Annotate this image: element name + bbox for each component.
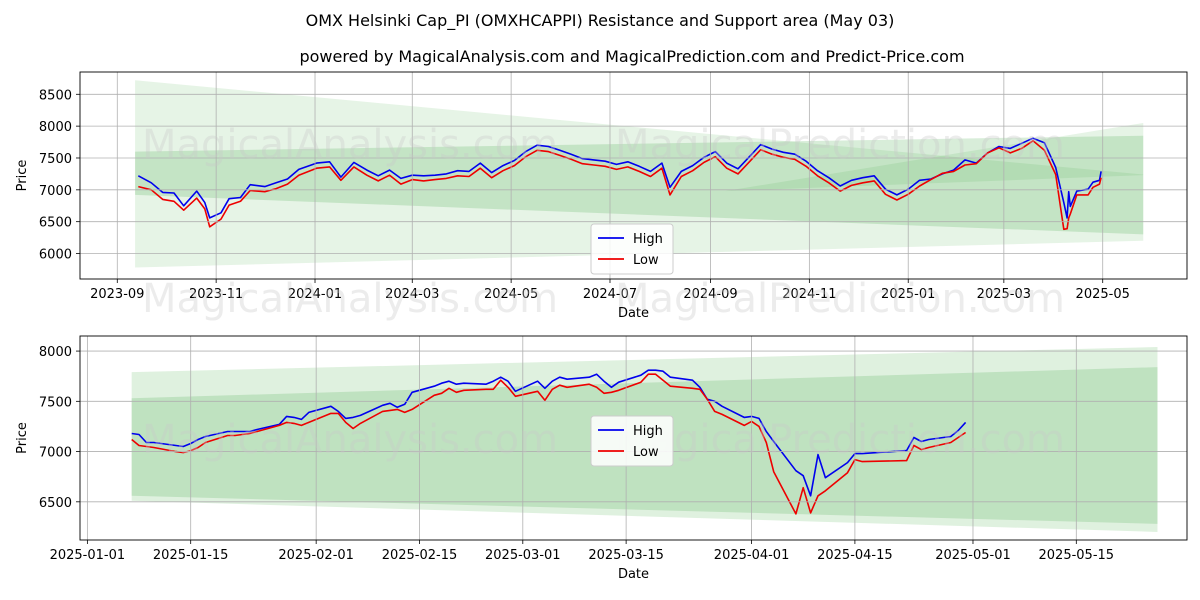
legend-label-high: High bbox=[633, 424, 663, 439]
chart-subtitle: powered by MagicalAnalysis.com and Magic… bbox=[299, 47, 964, 66]
x-tick-label: 2024-05 bbox=[484, 287, 538, 302]
legend-label-low: Low bbox=[633, 445, 659, 460]
x-tick-label: 2025-03-15 bbox=[588, 548, 664, 563]
y-tick-label: 7500 bbox=[39, 395, 72, 410]
x-tick-label: 2023-11 bbox=[189, 287, 243, 302]
y-tick-label: 7000 bbox=[39, 184, 72, 199]
watermark-left: MagicalAnalysis.com bbox=[142, 122, 558, 168]
x-tick-label: 2025-04-01 bbox=[714, 548, 790, 563]
plot-area bbox=[135, 80, 1144, 268]
x-axis-label: Date bbox=[618, 567, 649, 582]
y-tick-label: 8500 bbox=[39, 88, 72, 103]
watermark-left-lower: MagicalAnalysis.com bbox=[142, 276, 558, 322]
y-axis-label: Price bbox=[15, 160, 30, 192]
x-tick-label: 2025-03-01 bbox=[485, 548, 561, 563]
axes-frame bbox=[79, 71, 1188, 280]
x-tick-label: 2025-05 bbox=[1076, 287, 1130, 302]
x-tick-label: 2025-01-01 bbox=[50, 548, 126, 563]
x-tick-label: 2024-03 bbox=[385, 287, 439, 302]
x-tick-label: 2024-09 bbox=[683, 287, 737, 302]
series-line-low bbox=[131, 373, 967, 515]
series-line-high bbox=[131, 369, 967, 497]
x-tick-label: 2025-02-01 bbox=[278, 548, 354, 563]
y-tick-label: 7500 bbox=[39, 152, 72, 167]
band-1 bbox=[135, 135, 1144, 235]
x-tick-label: 2025-05-15 bbox=[1039, 548, 1115, 563]
top-panel: 2023-09 2023-11 2024-01 2024-03 2024-05 2024-… bbox=[15, 71, 1188, 322]
axes-frame bbox=[79, 335, 1188, 541]
y-tick-label: 6500 bbox=[39, 496, 72, 511]
x-tick-label: 2023-09 bbox=[90, 287, 144, 302]
legend-label-high: High bbox=[633, 232, 663, 247]
legend-label-low: Low bbox=[633, 253, 659, 268]
watermark-right-lower: MagicalPrediction.com bbox=[615, 276, 1065, 322]
y-tick-label: 6000 bbox=[39, 248, 72, 263]
x-tick-label: 2025-01-15 bbox=[153, 548, 229, 563]
x-tick-label: 2025-04-15 bbox=[817, 548, 893, 563]
x-tick-label: 2025-05-01 bbox=[935, 548, 1011, 563]
y-tick-label: 8000 bbox=[39, 345, 72, 360]
watermark-right: MagicalPrediction.com bbox=[615, 122, 1065, 168]
x-tick-label: 2024-01 bbox=[288, 287, 342, 302]
watermark-right: MagicalPrediction.com bbox=[615, 417, 1065, 463]
y-tick-label: 8000 bbox=[39, 120, 72, 135]
series-line-low bbox=[138, 140, 1102, 231]
x-tick-label: 2024-07 bbox=[583, 287, 637, 302]
legend-box bbox=[590, 415, 674, 467]
y-tick-label: 6500 bbox=[39, 216, 72, 231]
legend-box bbox=[590, 223, 674, 275]
legend: High Low bbox=[590, 223, 674, 275]
x-tick-label: 2025-02-15 bbox=[382, 548, 458, 563]
y-tick-label: 7000 bbox=[39, 446, 72, 461]
x-tick-label: 2025-01 bbox=[881, 287, 935, 302]
x-axis-label: Date bbox=[618, 306, 649, 321]
legend: High Low bbox=[590, 415, 674, 467]
x-tick-label: 2024-11 bbox=[782, 287, 836, 302]
y-axis-label: Price bbox=[15, 422, 30, 454]
band-0 bbox=[135, 80, 1144, 268]
x-tick-label: 2025-03 bbox=[977, 287, 1031, 302]
bottom-panel: 2025-01-01 2025-01-15 2025-02-01 2025-02-15… bbox=[15, 335, 1188, 582]
watermark-left: MagicalAnalysis.com bbox=[142, 417, 558, 463]
chart-title: OMX Helsinki Cap_PI (OMXHCAPPI) Resistan… bbox=[306, 11, 895, 31]
